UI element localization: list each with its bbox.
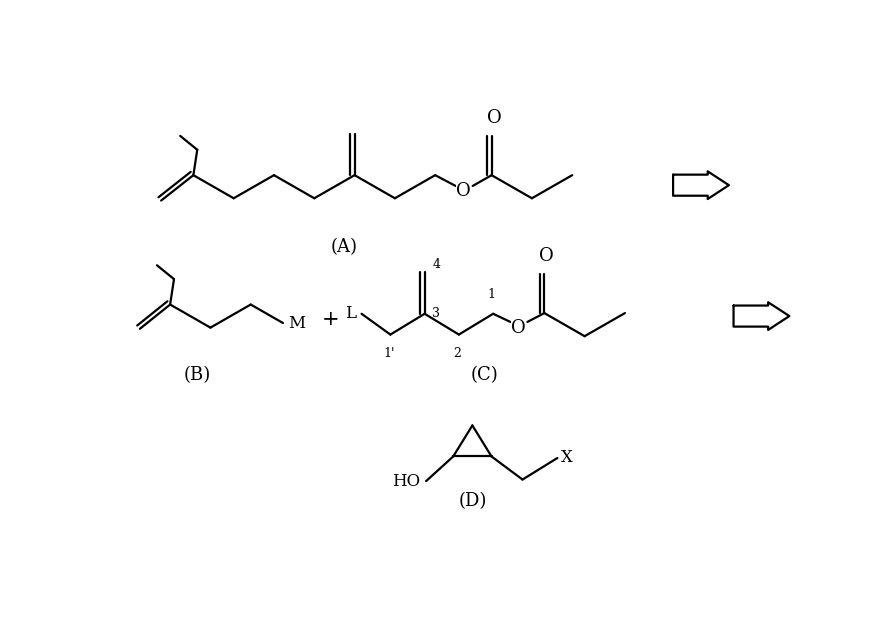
Text: O: O bbox=[456, 183, 470, 200]
Text: O: O bbox=[487, 109, 501, 126]
Text: 1': 1' bbox=[383, 347, 394, 360]
Text: 1: 1 bbox=[487, 288, 495, 301]
Text: (B): (B) bbox=[184, 367, 211, 384]
Text: 3: 3 bbox=[433, 307, 441, 320]
Text: X: X bbox=[561, 449, 573, 466]
Text: (D): (D) bbox=[458, 492, 487, 510]
Text: M: M bbox=[289, 315, 306, 332]
Text: (A): (A) bbox=[331, 238, 358, 256]
Text: +: + bbox=[322, 310, 340, 329]
Text: 2: 2 bbox=[453, 347, 461, 360]
Text: O: O bbox=[511, 319, 526, 337]
Text: (C): (C) bbox=[470, 367, 498, 384]
Text: HO: HO bbox=[392, 473, 420, 490]
Text: 4: 4 bbox=[433, 258, 441, 271]
Text: L: L bbox=[345, 305, 356, 322]
Text: O: O bbox=[539, 246, 554, 265]
